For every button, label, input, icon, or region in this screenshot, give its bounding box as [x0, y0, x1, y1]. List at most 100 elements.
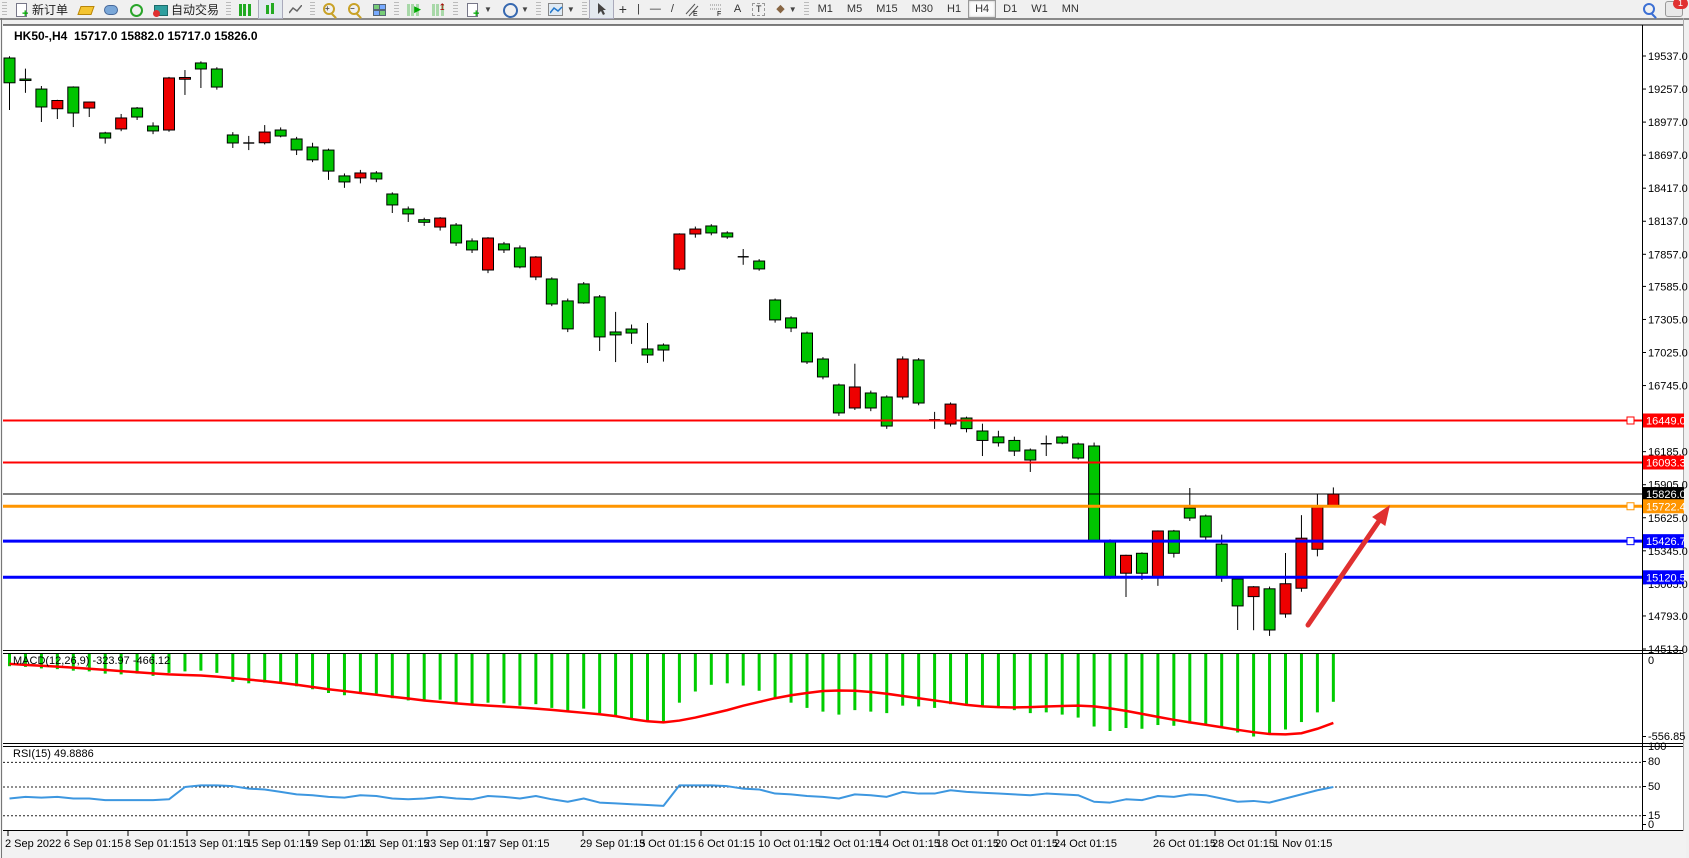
candle: [194, 62, 207, 70]
candle: [178, 76, 191, 80]
new-order-button[interactable]: + 新订单: [9, 0, 73, 19]
timeframe-group: M1 M5 M15 M30 H1 H4 D1 W1 MN: [811, 0, 1086, 18]
fibonacci-tool-button[interactable]: F: [704, 0, 729, 19]
vline-tool-button[interactable]: |: [632, 0, 645, 19]
candlestick-icon: [263, 2, 278, 17]
chart-ohlc-values: 15717.0 15882.0 15717.0 15826.0: [74, 29, 258, 43]
timeframe-m30[interactable]: M30: [911, 3, 934, 15]
candle: [593, 296, 606, 338]
signals-button[interactable]: [123, 0, 148, 19]
time-tick-label: 20 Oct 01:15: [995, 838, 1058, 850]
candle: [322, 149, 335, 172]
history-center-button[interactable]: [73, 0, 98, 19]
macd-bar: [1284, 654, 1287, 730]
text-tool-button[interactable]: A: [729, 0, 746, 19]
line-chart-button[interactable]: [283, 0, 308, 19]
candle: [3, 57, 16, 84]
timeframe-d1[interactable]: D1: [1003, 3, 1018, 15]
channel-tool-button[interactable]: E: [679, 0, 704, 19]
macd-bar: [1252, 654, 1256, 737]
candle: [992, 436, 1005, 444]
line-handle[interactable]: [1626, 537, 1635, 546]
macd-bar: [8, 654, 11, 667]
svg-text:15120.5: 15120.5: [1646, 572, 1686, 584]
macd-bar: [1188, 654, 1192, 724]
tile-windows-button[interactable]: [367, 0, 392, 19]
time-tick-label: 27 Sep 01:15: [484, 838, 549, 850]
zoom-in-button[interactable]: +: [317, 0, 342, 19]
svg-text:15722.4: 15722.4: [1646, 501, 1686, 513]
candle: [577, 283, 590, 304]
timeframe-h4[interactable]: H4: [968, 0, 997, 18]
candle: [466, 240, 479, 251]
macd-bar: [135, 654, 139, 674]
time-axis[interactable]: 2 Sep 2022 6 Sep 01:15 8 Sep 01:15 13 Sep 0…: [3, 831, 1686, 858]
timeframe-w1[interactable]: W1: [1031, 3, 1048, 15]
macd-bar: [247, 654, 251, 684]
macd-bar: [422, 654, 426, 702]
time-tick-label: 21 Sep 01:15: [364, 838, 429, 850]
timeframe-m5[interactable]: M5: [846, 3, 863, 15]
macd-bar: [1044, 654, 1048, 713]
time-tick-label: 10 Oct 01:15: [758, 838, 821, 850]
price-tick-label: 18977.0: [1648, 117, 1688, 129]
notification-badge: 1: [1673, 0, 1688, 9]
arrow-annotation[interactable]: [1305, 505, 1390, 628]
arrows-tool-button[interactable]: ◆ ▼: [776, 2, 797, 15]
label-tool-button[interactable]: T: [746, 0, 771, 19]
macd-bar: [837, 654, 841, 715]
zoom-out-button[interactable]: −: [342, 0, 367, 19]
candle: [529, 256, 542, 278]
rsi-axis-label: 0: [1648, 819, 1654, 831]
period-button[interactable]: ▼: [497, 0, 534, 19]
candle: [83, 101, 96, 109]
timeframe-m1[interactable]: M1: [817, 3, 833, 15]
rsi-axis-label: 80: [1648, 756, 1660, 768]
chart-shift-button[interactable]: ↥: [426, 0, 451, 19]
timeframe-mn[interactable]: MN: [1061, 3, 1079, 15]
toolbar-drag-handle[interactable]: [2, 2, 7, 16]
price-tick-label: 17305.0: [1648, 314, 1688, 326]
vline-icon: |: [636, 2, 640, 15]
macd-bar: [1236, 654, 1240, 733]
search-icon[interactable]: [1642, 2, 1657, 19]
cursor-icon: [594, 2, 609, 17]
hline-tool-button[interactable]: —: [645, 0, 666, 19]
line-handle[interactable]: [1626, 416, 1635, 425]
rsi-panel: 100 80 50 150: [3, 741, 1666, 831]
candle: [1295, 537, 1308, 589]
crosshair-tool-button[interactable]: +: [614, 0, 632, 19]
timeframe-h1[interactable]: H1: [947, 3, 962, 15]
new-chart-button[interactable]: + ▼: [460, 0, 497, 19]
candle: [1263, 588, 1276, 631]
svg-text:15426.7: 15426.7: [1646, 536, 1686, 548]
group-separator: [535, 2, 541, 16]
notifications-icon[interactable]: 1: [1665, 0, 1688, 17]
publisher-button[interactable]: [98, 0, 123, 19]
templates-button[interactable]: ▼: [543, 0, 580, 19]
price-badge: 15426.7: [1643, 534, 1686, 549]
macd-bar: [885, 654, 889, 714]
line-handle[interactable]: [1626, 502, 1635, 511]
trendline-tool-button[interactable]: /: [666, 0, 679, 19]
macd-bar: [1299, 654, 1303, 723]
group-separator: [581, 2, 587, 16]
candlestick-chart-button[interactable]: [258, 0, 284, 19]
auto-trading-button[interactable]: 自动交易: [148, 0, 224, 19]
time-tick-label: 12 Oct 01:15: [818, 838, 881, 850]
macd-bar: [805, 654, 809, 708]
bar-chart-button[interactable]: [233, 0, 258, 19]
candle: [1311, 505, 1324, 550]
rsi-axis-label: 50: [1648, 781, 1660, 793]
macd-bar: [1076, 654, 1080, 718]
rsi-line: [9, 784, 1334, 807]
macd-bar: [1108, 654, 1112, 731]
cursor-tool-button[interactable]: [588, 0, 614, 19]
time-tick-label: 28 Oct 01:15: [1212, 838, 1275, 850]
macd-bar: [709, 654, 713, 685]
auto-scroll-button[interactable]: ▶: [401, 0, 426, 19]
time-tick-label: 6 Sep 01:15: [64, 838, 123, 850]
price-tick-label: 19257.0: [1648, 84, 1688, 96]
timeframe-m15[interactable]: M15: [876, 3, 898, 15]
